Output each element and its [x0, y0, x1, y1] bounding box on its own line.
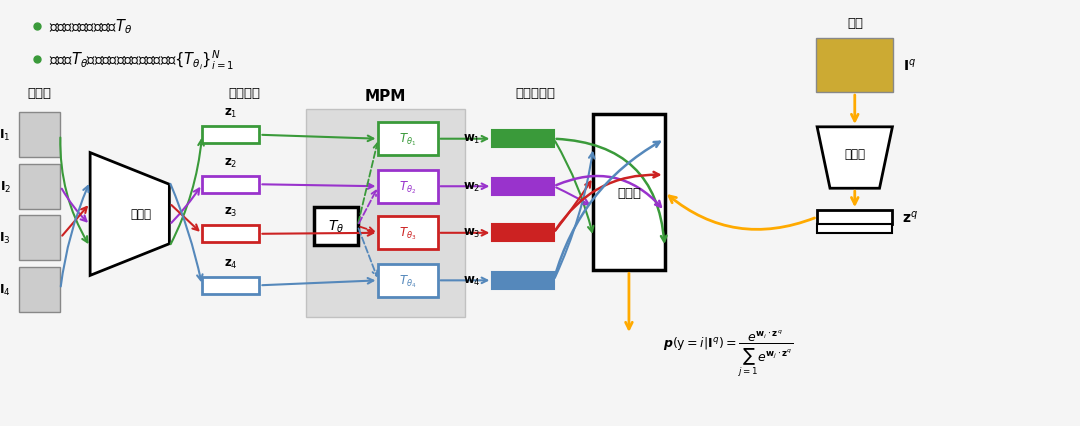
Bar — [18, 216, 60, 260]
Bar — [18, 113, 60, 158]
Bar — [202, 127, 259, 144]
Text: $\mathbf{z}_4$: $\mathbf{z}_4$ — [224, 257, 238, 271]
Bar — [378, 265, 437, 297]
Bar — [492, 225, 554, 242]
Bar — [202, 176, 259, 193]
Bar — [202, 277, 259, 294]
Bar — [378, 217, 437, 250]
Text: $\mathbf{w}_4$: $\mathbf{w}_4$ — [462, 274, 481, 287]
Text: $\mathbf{z}^q$: $\mathbf{z}^q$ — [902, 210, 918, 225]
Bar — [18, 268, 60, 312]
Text: $\mathbf{w}_3$: $\mathbf{w}_3$ — [463, 227, 481, 240]
Bar — [818, 210, 892, 225]
Text: 编码器: 编码器 — [845, 148, 865, 161]
Bar — [816, 39, 893, 93]
Text: $\mathbf{z}_3$: $\mathbf{z}_3$ — [224, 206, 238, 219]
Text: 查询: 查询 — [848, 17, 864, 30]
Text: $\mathbf{I}_1$: $\mathbf{I}_1$ — [0, 128, 11, 143]
Text: $T_{\theta_2}$: $T_{\theta_2}$ — [400, 178, 417, 195]
Bar — [378, 123, 437, 155]
Text: $T_{\theta_3}$: $T_{\theta_3}$ — [400, 225, 417, 242]
Text: $\boldsymbol{p}(\mathrm{y}=i|\mathbf{I}^q) = \dfrac{e^{\mathbf{w}_i \cdot \mathb: $\boldsymbol{p}(\mathrm{y}=i|\mathbf{I}^… — [663, 328, 793, 378]
Text: $\mathbf{w}_1$: $\mathbf{w}_1$ — [463, 133, 481, 146]
Text: $T_{\theta_4}$: $T_{\theta_4}$ — [400, 272, 417, 289]
Bar — [18, 164, 60, 209]
Text: $T_{\theta_1}$: $T_{\theta_1}$ — [400, 131, 417, 148]
Polygon shape — [90, 153, 170, 276]
Text: MPM: MPM — [365, 89, 406, 104]
Bar — [306, 110, 464, 317]
Text: $\mathbf{I}_4$: $\mathbf{I}_4$ — [0, 282, 11, 297]
Text: 编码器: 编码器 — [130, 208, 151, 221]
Text: $\mathbf{z}_2$: $\mathbf{z}_2$ — [224, 156, 238, 170]
Text: 分类器: 分类器 — [617, 186, 640, 199]
Text: $\mathbf{z}_1$: $\mathbf{z}_1$ — [224, 107, 238, 120]
Text: $\mathbf{w}_2$: $\mathbf{w}_2$ — [463, 180, 481, 193]
Bar — [202, 226, 259, 243]
Text: $\mathbf{I}_3$: $\mathbf{I}_3$ — [0, 230, 11, 246]
Bar — [492, 178, 554, 195]
Bar — [492, 272, 554, 289]
Bar — [314, 207, 357, 245]
Text: 支撑集: 支撑集 — [28, 86, 52, 99]
Text: 学习将$T_\theta$更新成类别特定的变换函数$\{T_{\theta_i}\}_{i=1}^N$: 学习将$T_\theta$更新成类别特定的变换函数$\{T_{\theta_i}… — [49, 49, 233, 72]
Polygon shape — [818, 127, 892, 189]
Text: 分类器参数: 分类器参数 — [516, 86, 556, 99]
Text: 学习通用的变换函数$T_\theta$: 学习通用的变换函数$T_\theta$ — [49, 17, 132, 36]
Bar — [378, 170, 437, 203]
Bar — [593, 115, 664, 271]
Bar — [492, 131, 554, 148]
Text: $\mathbf{I}_2$: $\mathbf{I}_2$ — [0, 179, 11, 194]
Text: $\mathbf{I}^q$: $\mathbf{I}^q$ — [903, 58, 917, 74]
Text: 特征向量: 特征向量 — [229, 86, 260, 99]
Bar — [818, 225, 892, 233]
Text: $T_\theta$: $T_\theta$ — [327, 218, 343, 235]
